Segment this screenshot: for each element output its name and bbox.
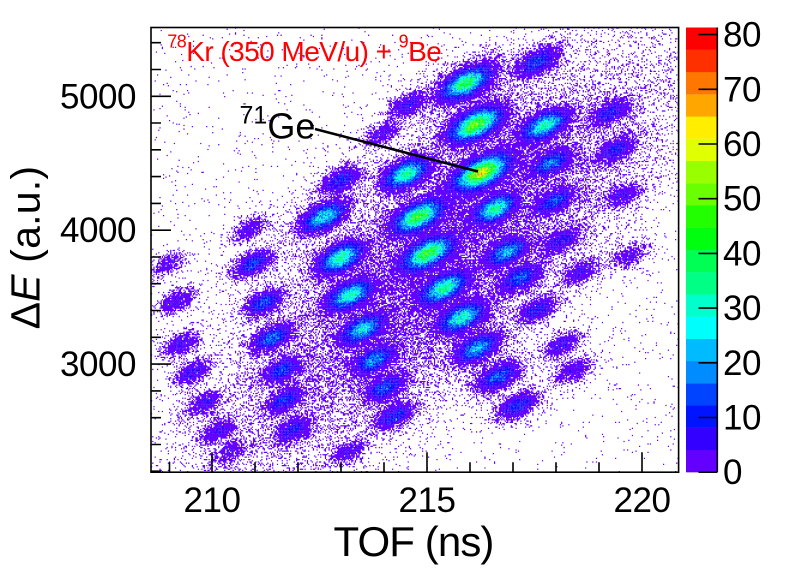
svg-text:40: 40	[723, 234, 761, 273]
svg-text:ΔE (a.u.): ΔE (a.u.)	[3, 166, 49, 330]
svg-text:10: 10	[723, 399, 761, 438]
svg-text:71Ge: 71Ge	[240, 101, 316, 146]
svg-text:78Kr (350 MeV/u) + 9Be: 78Kr (350 MeV/u) + 9Be	[167, 31, 441, 67]
svg-text:TOF (ns): TOF (ns)	[333, 518, 493, 565]
svg-text:20: 20	[723, 344, 761, 383]
svg-text:5000: 5000	[60, 77, 136, 116]
svg-text:220: 220	[613, 481, 670, 520]
svg-text:60: 60	[723, 125, 761, 164]
svg-text:70: 70	[723, 70, 761, 109]
svg-text:50: 50	[723, 180, 761, 219]
svg-text:215: 215	[398, 481, 455, 520]
svg-text:80: 80	[723, 16, 761, 55]
svg-text:3000: 3000	[60, 345, 136, 384]
svg-text:0: 0	[723, 453, 742, 492]
svg-text:210: 210	[183, 481, 240, 520]
svg-text:4000: 4000	[60, 211, 136, 250]
svg-text:30: 30	[723, 289, 761, 328]
